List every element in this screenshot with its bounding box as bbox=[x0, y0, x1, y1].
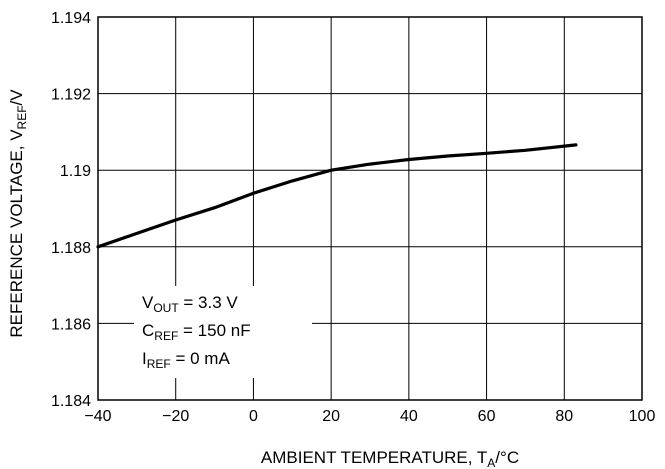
annotation-background bbox=[134, 286, 312, 378]
annotation-symbol: C bbox=[142, 321, 154, 340]
annotation-symbol: V bbox=[142, 293, 154, 312]
x-axis-label: AMBIENT TEMPERATURE, TA/°C bbox=[261, 448, 519, 469]
annotation-line: CREF = 150 nF bbox=[142, 321, 251, 343]
x-axis-label-unit: /°C bbox=[495, 448, 519, 467]
annotation-subscript: REF bbox=[147, 357, 171, 371]
x-tick-label: 100 bbox=[629, 408, 656, 425]
x-tick-label: 80 bbox=[555, 408, 573, 425]
y-tick-labels: 1.184 1.186 1.188 1.19 1.192 1.194 bbox=[51, 10, 91, 410]
y-tick-label: 1.192 bbox=[51, 87, 91, 104]
y-tick-label: 1.184 bbox=[51, 393, 91, 410]
series-line bbox=[96, 143, 578, 249]
x-tick-label: 60 bbox=[478, 408, 496, 425]
annotation-value: = 150 nF bbox=[178, 321, 250, 340]
x-tick-label: 40 bbox=[400, 408, 418, 425]
y-tick-label: 1.19 bbox=[60, 163, 91, 180]
plot-frame bbox=[97, 16, 643, 401]
x-axis-label-sub: A bbox=[487, 456, 495, 469]
annotation-subscript: OUT bbox=[153, 301, 179, 315]
x-tick-label: 0 bbox=[249, 408, 258, 425]
annotation-value: = 3.3 V bbox=[179, 293, 239, 312]
x-tick-labels: −40 −20 0 20 40 60 80 100 bbox=[84, 408, 655, 425]
annotation-line: VOUT = 3.3 V bbox=[142, 293, 238, 315]
y-tick-label: 1.186 bbox=[51, 316, 91, 333]
series-group bbox=[96, 143, 578, 249]
y-axis-label-main: REFERENCE VOLTAGE, V bbox=[7, 129, 26, 338]
y-axis-label-unit: /V bbox=[7, 89, 26, 106]
y-tick-label: 1.194 bbox=[51, 10, 91, 27]
y-axis-label-sub: REF bbox=[15, 105, 29, 129]
y-tick-label: 1.188 bbox=[51, 240, 91, 257]
x-tick-label: −40 bbox=[84, 408, 111, 425]
annotation-value: = 0 mA bbox=[171, 349, 231, 368]
annotation-symbol: I bbox=[142, 349, 147, 368]
x-tick-label: −20 bbox=[162, 408, 189, 425]
y-axis-label: REFERENCE VOLTAGE, VREF/V bbox=[7, 89, 29, 338]
annotation-line: IREF = 0 mA bbox=[142, 349, 230, 371]
x-axis-label-main: AMBIENT TEMPERATURE, T bbox=[261, 448, 487, 467]
x-tick-label: 20 bbox=[322, 408, 340, 425]
annotation-subscript: REF bbox=[154, 329, 178, 343]
